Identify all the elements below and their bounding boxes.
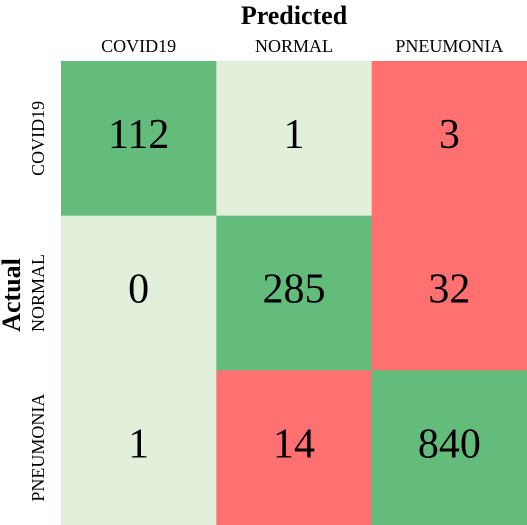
y-axis-title: Actual <box>0 258 26 332</box>
cell-label: 1 <box>128 421 149 467</box>
cell-label: 14 <box>273 421 315 467</box>
x-tick-label: NORMAL <box>255 36 333 56</box>
cell-label: 32 <box>428 267 470 313</box>
x-tick-label: PNEUMONIA <box>395 36 503 56</box>
cell <box>216 215 373 371</box>
cell <box>61 61 217 217</box>
cell-label: 1 <box>284 112 305 158</box>
y-tick-label: PNEUMONIA <box>28 394 48 502</box>
cell <box>216 61 373 217</box>
cell <box>61 215 217 371</box>
cell-label: 0 <box>128 267 149 313</box>
cell-label: 285 <box>263 267 326 313</box>
cell <box>371 370 527 525</box>
cell <box>371 61 527 217</box>
cell <box>371 215 527 371</box>
cell <box>216 370 373 525</box>
x-axis-title: Predicted <box>241 1 348 30</box>
cell-label: 112 <box>108 112 169 158</box>
y-tick-label: NORMAL <box>28 254 48 332</box>
cell-label: 3 <box>439 112 460 158</box>
cell <box>61 370 217 525</box>
x-tick-label: COVID19 <box>101 36 176 56</box>
cell-label: 840 <box>418 421 481 467</box>
y-tick-label: COVID19 <box>28 101 48 176</box>
